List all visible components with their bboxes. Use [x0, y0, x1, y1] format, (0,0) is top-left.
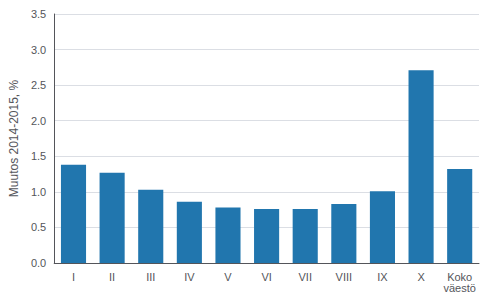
svg-text:1.5: 1.5 — [31, 150, 46, 162]
svg-text:IX: IX — [377, 271, 388, 283]
svg-text:X: X — [417, 271, 425, 283]
svg-text:2.5: 2.5 — [31, 79, 46, 91]
svg-text:II: II — [109, 271, 115, 283]
svg-text:3.0: 3.0 — [31, 44, 46, 56]
svg-text:3.5: 3.5 — [31, 8, 46, 20]
svg-text:III: III — [146, 271, 155, 283]
svg-text:VI: VI — [261, 271, 271, 283]
svg-text:2.0: 2.0 — [31, 115, 46, 127]
svg-text:Muutos 2014-2015, %: Muutos 2014-2015, % — [7, 79, 21, 197]
svg-text:VII: VII — [298, 271, 311, 283]
svg-text:väestö: väestö — [443, 282, 475, 294]
svg-text:VIII: VIII — [336, 271, 353, 283]
svg-text:Koko: Koko — [447, 270, 473, 283]
svg-text:0.5: 0.5 — [31, 221, 46, 233]
svg-text:IV: IV — [184, 271, 195, 283]
svg-text:I: I — [72, 271, 75, 283]
svg-text:0.0: 0.0 — [31, 257, 46, 269]
svg-text:1.0: 1.0 — [31, 186, 46, 198]
svg-text:V: V — [224, 271, 232, 283]
